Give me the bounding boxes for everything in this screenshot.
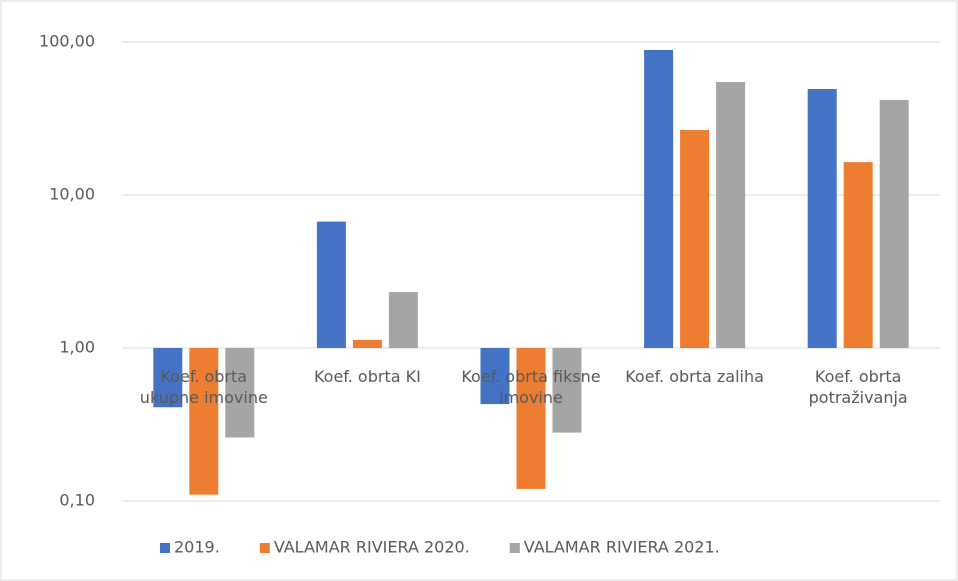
bar — [879, 99, 909, 349]
y-tick-label: 1,00 — [59, 338, 95, 357]
bar — [552, 348, 582, 433]
x-tick-label: Koef. obrta ukupne imovine — [139, 367, 268, 407]
bar — [153, 348, 183, 408]
legend-label: 2019. — [174, 538, 220, 557]
legend-label: VALAMAR RIVIERA 2021. — [524, 538, 720, 557]
x-tick-label: Koef. obrta KI — [313, 367, 421, 386]
bar — [516, 348, 546, 489]
bar — [716, 81, 746, 348]
y-tick-label: 100,00 — [39, 32, 95, 51]
legend-label: VALAMAR RIVIERA 2020. — [274, 538, 470, 557]
bar — [644, 49, 674, 349]
legend-swatch — [160, 543, 170, 553]
legend-swatch — [259, 543, 270, 553]
bar — [189, 348, 219, 495]
bar — [388, 292, 418, 348]
bar — [843, 162, 873, 348]
bar — [480, 348, 510, 405]
bar — [225, 348, 255, 438]
bar — [352, 339, 382, 348]
bar — [807, 88, 837, 349]
bar — [680, 129, 710, 348]
bar — [316, 221, 346, 348]
legend-swatch — [509, 543, 520, 553]
x-tick-label: Koef. obrta fiksne imovine — [461, 367, 601, 407]
x-tick-label: Koef. obrta potraživanja — [808, 367, 908, 407]
y-tick-label: 10,00 — [49, 185, 95, 204]
x-tick-label: Koef. obrta zaliha — [625, 367, 764, 386]
y-tick-label: 0,10 — [59, 491, 95, 510]
